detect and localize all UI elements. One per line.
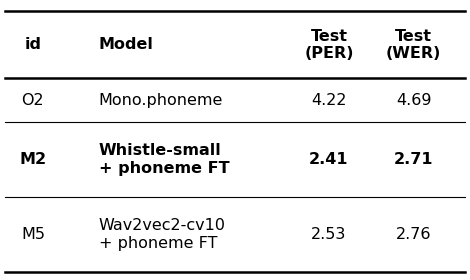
- Text: 2.53: 2.53: [311, 227, 347, 242]
- Text: id: id: [24, 37, 41, 52]
- Text: M5: M5: [21, 227, 45, 242]
- Text: Test
(WER): Test (WER): [386, 29, 441, 61]
- Text: Mono.phoneme: Mono.phoneme: [99, 93, 223, 108]
- Text: 4.69: 4.69: [396, 93, 431, 108]
- Text: O2: O2: [22, 93, 44, 108]
- Text: Wav2vec2-cv10
+ phoneme FT: Wav2vec2-cv10 + phoneme FT: [99, 218, 226, 251]
- Text: Test
(PER): Test (PER): [304, 29, 354, 61]
- Text: 4.22: 4.22: [311, 93, 347, 108]
- Text: 2.41: 2.41: [309, 152, 349, 167]
- Text: Whistle-small
+ phoneme FT: Whistle-small + phoneme FT: [99, 143, 229, 176]
- Text: M2: M2: [19, 152, 47, 167]
- Text: Model: Model: [99, 37, 154, 52]
- Text: 2.76: 2.76: [396, 227, 431, 242]
- Text: 2.71: 2.71: [394, 152, 433, 167]
